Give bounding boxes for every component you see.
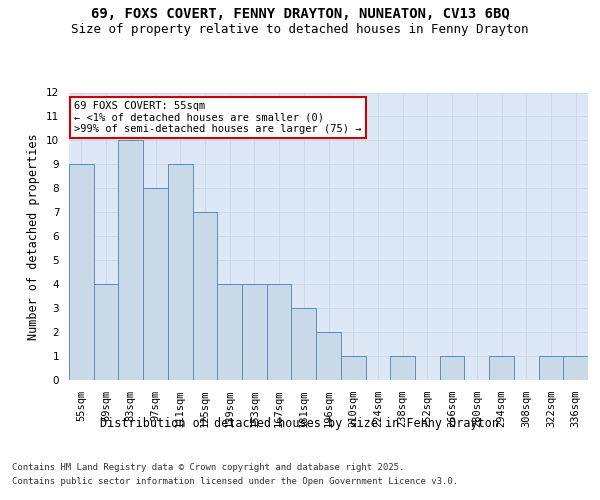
Bar: [143, 188, 168, 380]
Bar: [118, 140, 143, 380]
Bar: [267, 284, 292, 380]
Bar: [341, 356, 365, 380]
Bar: [316, 332, 341, 380]
Text: Contains HM Land Registry data © Crown copyright and database right 2025.: Contains HM Land Registry data © Crown c…: [12, 462, 404, 471]
Bar: [168, 164, 193, 380]
Bar: [563, 356, 588, 380]
Bar: [69, 164, 94, 380]
Bar: [489, 356, 514, 380]
Text: 69, FOXS COVERT, FENNY DRAYTON, NUNEATON, CV13 6BQ: 69, FOXS COVERT, FENNY DRAYTON, NUNEATON…: [91, 8, 509, 22]
Bar: [539, 356, 563, 380]
Bar: [292, 308, 316, 380]
Text: 69 FOXS COVERT: 55sqm
← <1% of detached houses are smaller (0)
>99% of semi-deta: 69 FOXS COVERT: 55sqm ← <1% of detached …: [74, 101, 362, 134]
Text: Size of property relative to detached houses in Fenny Drayton: Size of property relative to detached ho…: [71, 22, 529, 36]
Bar: [217, 284, 242, 380]
Bar: [94, 284, 118, 380]
Bar: [390, 356, 415, 380]
Bar: [242, 284, 267, 380]
Bar: [440, 356, 464, 380]
Text: Contains public sector information licensed under the Open Government Licence v3: Contains public sector information licen…: [12, 478, 458, 486]
Bar: [193, 212, 217, 380]
Text: Distribution of detached houses by size in Fenny Drayton: Distribution of detached houses by size …: [101, 418, 499, 430]
Y-axis label: Number of detached properties: Number of detached properties: [28, 133, 40, 340]
